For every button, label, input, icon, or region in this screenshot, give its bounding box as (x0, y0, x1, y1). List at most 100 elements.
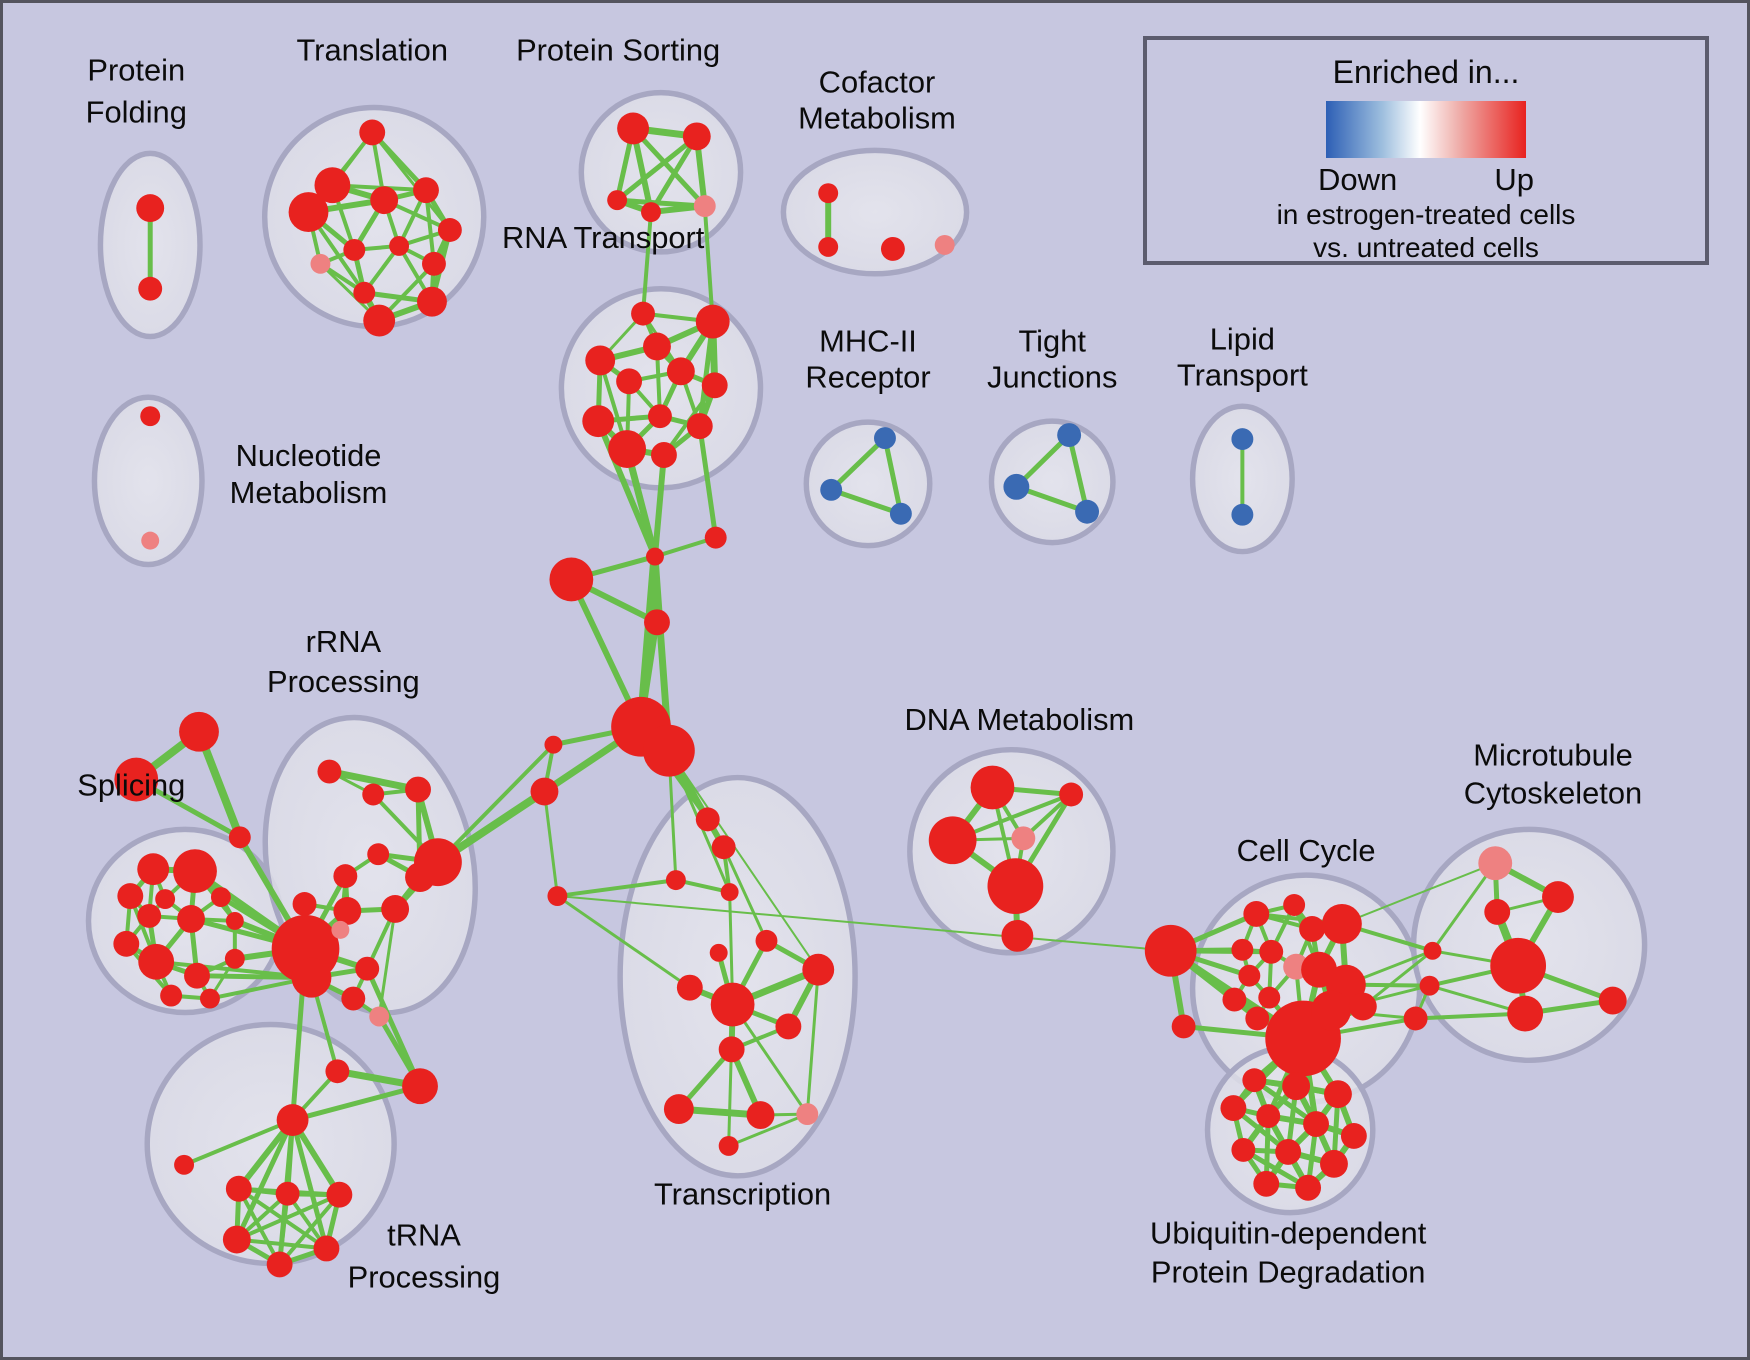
node-cc5 (1322, 904, 1362, 944)
legend-up-label: Up (1494, 162, 1534, 197)
node-s12 (160, 984, 183, 1007)
node-p4 (693, 195, 716, 218)
node-cc9 (1238, 964, 1261, 987)
node-t2 (288, 192, 329, 232)
legend-caption-line2: vs. untreated cells (1313, 232, 1539, 263)
nucleotide-metabolism-label: Metabolism (230, 475, 388, 510)
node-r12 (646, 547, 664, 566)
edge-x8-x14 (727, 1003, 735, 1148)
node-m0 (1478, 846, 1513, 881)
edge-p0-p4 (630, 125, 708, 209)
edge-u2-u3 (234, 1192, 342, 1242)
edge-trh-u3 (234, 1117, 296, 1243)
node-u1 (275, 1181, 300, 1206)
node-x0 (695, 807, 720, 832)
node-n1 (141, 531, 160, 550)
node-trh (276, 1104, 309, 1136)
node-r3 (585, 345, 616, 376)
node-g2 (405, 776, 431, 803)
node-d4 (987, 858, 1044, 914)
node-d1 (1059, 782, 1084, 807)
node-r7 (582, 405, 615, 438)
node-m6 (1507, 995, 1544, 1032)
node-x6 (802, 953, 835, 986)
edge-x13-x14 (727, 1112, 809, 1148)
trna-processing-label: tRNA (387, 1217, 461, 1252)
node-m4 (1490, 937, 1547, 994)
node-r5 (666, 357, 695, 386)
node-cc1 (1171, 1014, 1196, 1039)
edge-mh1-mh2 (828, 487, 904, 517)
node-x7 (676, 974, 703, 1001)
node-r14 (549, 557, 594, 602)
edge-x5-x1 (722, 845, 768, 943)
node-x15 (547, 886, 568, 906)
nucleotide-metabolism-label: Nucleotide (236, 438, 382, 473)
cofactor-metabolism-ellipse (780, 147, 970, 277)
node-t8 (422, 251, 446, 276)
node-r0 (631, 301, 655, 326)
node-g3 (367, 843, 390, 866)
node-r15 (644, 609, 670, 636)
node-x1 (711, 835, 736, 860)
node-tnb (402, 1068, 438, 1105)
node-r11 (650, 442, 677, 468)
dna-metabolism-label: DNA Metabolism (904, 702, 1134, 737)
node-n0 (140, 406, 161, 427)
edge-cc17-m3 (1361, 949, 1435, 1009)
node-c1 (818, 236, 839, 257)
node-tj0 (1057, 423, 1082, 448)
node-lp0 (1231, 428, 1254, 451)
node-m2 (1484, 899, 1511, 925)
tight-junctions-label: Tight (1018, 323, 1086, 358)
node-d3 (1011, 826, 1036, 851)
node-c2 (880, 236, 905, 261)
node-x12 (746, 1101, 775, 1130)
node-ub6 (1340, 1123, 1367, 1149)
node-cc3 (1283, 894, 1306, 916)
protein-sorting-label: Protein Sorting (516, 33, 720, 68)
lipid-transport-label: Lipid (1210, 321, 1275, 356)
node-x3 (720, 883, 739, 902)
node-t12 (363, 304, 396, 337)
node-u3 (222, 1225, 251, 1254)
edge-p4-r1 (702, 204, 715, 324)
transcription-label: Transcription (654, 1177, 831, 1212)
edge-trh-tnb (290, 1083, 423, 1123)
node-p1 (682, 122, 711, 151)
node-s0 (137, 853, 170, 886)
ubiquitin-degradation-label: Protein Degradation (1151, 1254, 1425, 1289)
microtubule-cytoskeleton-label: Cytoskeleton (1464, 775, 1642, 810)
node-cc4 (1299, 915, 1326, 942)
translation-label: Translation (296, 33, 448, 68)
node-cc17 (1348, 992, 1377, 1021)
node-u0 (225, 1175, 252, 1202)
node-lp1 (1231, 503, 1254, 526)
node-pf0 (136, 194, 165, 223)
node-d5 (1001, 919, 1034, 952)
node-ta0 (179, 711, 219, 752)
node-ub3 (1220, 1095, 1247, 1122)
node-cc12 (1222, 987, 1247, 1012)
legend-title: Enriched in... (1332, 54, 1520, 90)
node-mh2 (889, 502, 912, 525)
node-b0 (544, 735, 563, 754)
edge-u2-u5 (277, 1192, 342, 1267)
edge-cc5-m0 (1340, 862, 1497, 925)
edge-trh-u4 (290, 1117, 329, 1251)
node-r4 (616, 368, 643, 395)
legend-endpoints: Down Up (1318, 162, 1534, 198)
node-x13 (796, 1103, 819, 1126)
legend-box: Enriched in... Down Up in estrogen-treat… (1143, 36, 1709, 265)
node-u2 (326, 1181, 353, 1208)
node-s8 (113, 930, 140, 957)
node-u4 (313, 1235, 340, 1262)
node-t4 (413, 177, 439, 204)
node-cc16 (1311, 990, 1351, 1031)
node-s10 (184, 962, 210, 989)
node-m7 (1598, 986, 1627, 1015)
node-ta1 (114, 757, 159, 802)
node-x14 (718, 1135, 739, 1156)
edge-x8-x13 (731, 1003, 809, 1116)
